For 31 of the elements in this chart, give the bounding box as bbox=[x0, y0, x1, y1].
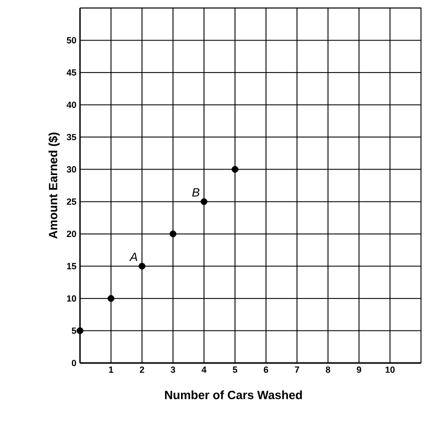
x-tick-label: 4 bbox=[202, 366, 206, 373]
y-tick-label: 25 bbox=[66, 198, 76, 205]
x-tick-label: 9 bbox=[356, 366, 362, 373]
point bbox=[108, 295, 114, 302]
y-tick-label: 40 bbox=[66, 102, 76, 108]
y-axis-title: Amount Earned ($) bbox=[48, 132, 60, 239]
x-axis-title: Number of Cars Washed bbox=[165, 390, 302, 400]
y-tick-label: 0 bbox=[72, 360, 76, 366]
y-tick-label: 30 bbox=[66, 166, 76, 173]
x-tick-label: 6 bbox=[264, 366, 268, 373]
point bbox=[76, 327, 84, 334]
point bbox=[138, 262, 146, 270]
x-tick-label: 3 bbox=[170, 366, 176, 373]
x-tick-label: 10 bbox=[386, 366, 395, 373]
y-tick-label: 20 bbox=[66, 230, 76, 238]
y-tick-label: 35 bbox=[66, 134, 76, 140]
x-tick-label: 5 bbox=[232, 366, 238, 373]
x-tick-label: 1 bbox=[109, 366, 114, 373]
point bbox=[170, 230, 176, 238]
y-tick-label: 10 bbox=[67, 295, 76, 302]
x-tick-label: 7 bbox=[294, 366, 300, 373]
point bbox=[232, 166, 238, 173]
y-tick-label: 45 bbox=[66, 69, 76, 76]
y-tick-label: 5 bbox=[72, 328, 76, 334]
point bbox=[200, 198, 208, 206]
annotation: A bbox=[129, 252, 138, 261]
x-tick-label: 8 bbox=[326, 366, 330, 373]
x-tick-label: 2 bbox=[140, 366, 144, 373]
y-tick-label: 50 bbox=[66, 37, 76, 44]
annotation: B bbox=[192, 188, 200, 196]
y-tick-label: 15 bbox=[67, 263, 76, 270]
